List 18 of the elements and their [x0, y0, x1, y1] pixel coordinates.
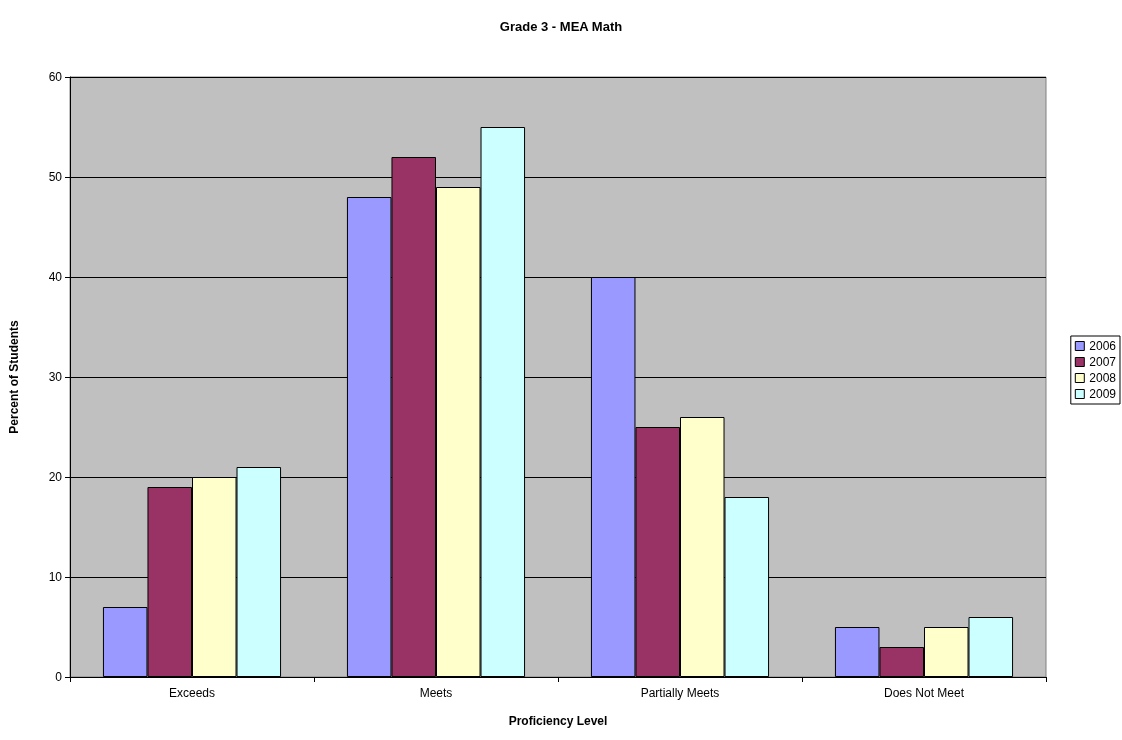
x-tick-label: Meets [419, 686, 453, 700]
y-tick-label: 0 [55, 670, 63, 684]
y-tick-label: 10 [48, 570, 63, 584]
y-axis-title: Percent of Students [7, 320, 21, 434]
x-tick-label: Does Not Meet [883, 686, 965, 700]
legend-label: 2009 [1089, 387, 1117, 401]
y-tick-label: 30 [48, 370, 63, 384]
legend-label: 2006 [1089, 339, 1117, 353]
x-tick-label: Exceeds [168, 686, 216, 700]
chart-title: Grade 3 - MEA Math [499, 19, 623, 34]
x-axis-title: Proficiency Level [508, 714, 608, 728]
y-tick-label: 60 [48, 70, 63, 84]
y-tick-label: 40 [48, 270, 63, 284]
legend-label: 2008 [1089, 371, 1117, 385]
x-tick-label: Partially Meets [640, 686, 720, 700]
legend-label: 2007 [1089, 355, 1117, 369]
y-tick-label: 20 [48, 470, 63, 484]
y-tick-label: 50 [48, 170, 63, 184]
